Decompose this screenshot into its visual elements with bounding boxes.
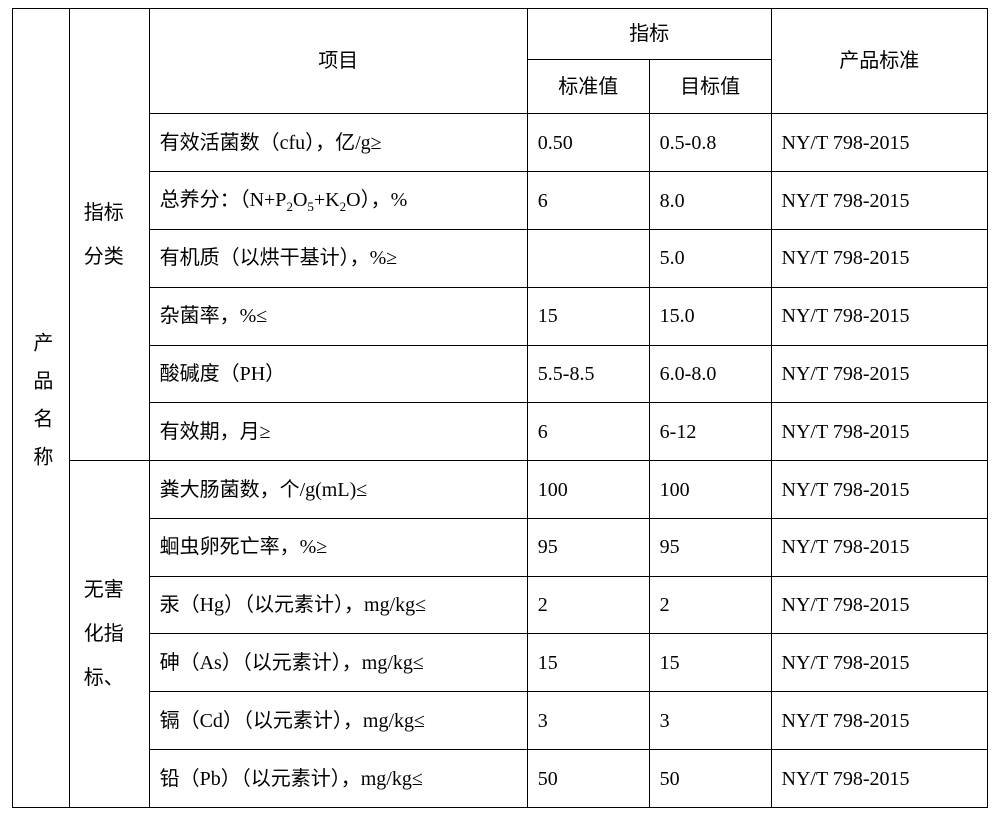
cell-std: 3 (527, 692, 649, 750)
cell-std: 2 (527, 576, 649, 634)
table-row: 蛔虫卵死亡率，%≥9595NY/T 798-2015 (13, 518, 988, 576)
cell-tgt: 100 (649, 461, 771, 519)
cell-item: 杂菌率，%≤ (149, 287, 527, 345)
cell-item: 粪大肠菌数，个/g(mL)≤ (149, 461, 527, 519)
cell-std: 6 (527, 403, 649, 461)
table-row: 铅（Pb）（以元素计），mg/kg≤5050NY/T 798-2015 (13, 750, 988, 808)
cell-tgt: 2 (649, 576, 771, 634)
cell-item: 蛔虫卵死亡率，%≥ (149, 518, 527, 576)
spec-table: 产品名称指标分类项目指标产品标准标准值目标值有效活菌数（cfu），亿/g≥0.5… (12, 8, 988, 808)
cell-tgt: 6-12 (649, 403, 771, 461)
table-row: 汞（Hg）（以元素计），mg/kg≤22NY/T 798-2015 (13, 576, 988, 634)
hdr-prodstd: 产品标准 (771, 9, 987, 114)
hdr-tgt: 目标值 (649, 59, 771, 114)
cell-ref: NY/T 798-2015 (771, 461, 987, 519)
cell-item: 有机质（以烘干基计），%≥ (149, 230, 527, 288)
side-product-name: 产品名称 (13, 9, 70, 808)
hdr-metric: 指标 (527, 9, 771, 60)
cell-ref: NY/T 798-2015 (771, 576, 987, 634)
table-row: 酸碱度（PH）5.5-8.56.0-8.0NY/T 798-2015 (13, 345, 988, 403)
cell-tgt: 0.5-0.8 (649, 114, 771, 172)
cell-ref: NY/T 798-2015 (771, 692, 987, 750)
table-row: 无害化指标、粪大肠菌数，个/g(mL)≤100100NY/T 798-2015 (13, 461, 988, 519)
cell-item: 酸碱度（PH） (149, 345, 527, 403)
hdr-std: 标准值 (527, 59, 649, 114)
cell-ref: NY/T 798-2015 (771, 518, 987, 576)
cell-ref: NY/T 798-2015 (771, 403, 987, 461)
category-safety: 无害化指标、 (69, 461, 149, 808)
cell-tgt: 15.0 (649, 287, 771, 345)
cell-item: 有效期，月≥ (149, 403, 527, 461)
cell-ref: NY/T 798-2015 (771, 634, 987, 692)
table-row: 有效活菌数（cfu），亿/g≥0.500.5-0.8NY/T 798-2015 (13, 114, 988, 172)
cell-std: 0.50 (527, 114, 649, 172)
cell-tgt: 6.0-8.0 (649, 345, 771, 403)
cell-tgt: 3 (649, 692, 771, 750)
table-row: 砷（As）（以元素计），mg/kg≤1515NY/T 798-2015 (13, 634, 988, 692)
cell-std: 95 (527, 518, 649, 576)
cell-std: 100 (527, 461, 649, 519)
cell-item: 汞（Hg）（以元素计），mg/kg≤ (149, 576, 527, 634)
cell-std: 15 (527, 634, 649, 692)
table-row: 有机质（以烘干基计），%≥ 5.0NY/T 798-2015 (13, 230, 988, 288)
cell-tgt: 5.0 (649, 230, 771, 288)
cell-item: 总养分：（N+P2O5+K2O），% (149, 172, 527, 230)
cell-std: 15 (527, 287, 649, 345)
cell-std: 50 (527, 750, 649, 808)
cell-tgt: 95 (649, 518, 771, 576)
cell-ref: NY/T 798-2015 (771, 287, 987, 345)
cell-tgt: 8.0 (649, 172, 771, 230)
table-row: 镉（Cd）（以元素计），mg/kg≤33NY/T 798-2015 (13, 692, 988, 750)
cell-ref: NY/T 798-2015 (771, 230, 987, 288)
cell-ref: NY/T 798-2015 (771, 750, 987, 808)
cell-item: 砷（As）（以元素计），mg/kg≤ (149, 634, 527, 692)
table-row: 总养分：（N+P2O5+K2O），%68.0NY/T 798-2015 (13, 172, 988, 230)
cell-item: 镉（Cd）（以元素计），mg/kg≤ (149, 692, 527, 750)
cell-ref: NY/T 798-2015 (771, 172, 987, 230)
cell-ref: NY/T 798-2015 (771, 345, 987, 403)
cell-ref: NY/T 798-2015 (771, 114, 987, 172)
category-metrics: 指标分类 (69, 9, 149, 461)
cell-std: 5.5-8.5 (527, 345, 649, 403)
cell-std (527, 230, 649, 288)
cell-item: 铅（Pb）（以元素计），mg/kg≤ (149, 750, 527, 808)
hdr-item: 项目 (149, 9, 527, 114)
cell-tgt: 15 (649, 634, 771, 692)
cell-tgt: 50 (649, 750, 771, 808)
table-row: 杂菌率，%≤1515.0NY/T 798-2015 (13, 287, 988, 345)
table-row: 有效期，月≥66-12NY/T 798-2015 (13, 403, 988, 461)
cell-std: 6 (527, 172, 649, 230)
cell-item: 有效活菌数（cfu），亿/g≥ (149, 114, 527, 172)
